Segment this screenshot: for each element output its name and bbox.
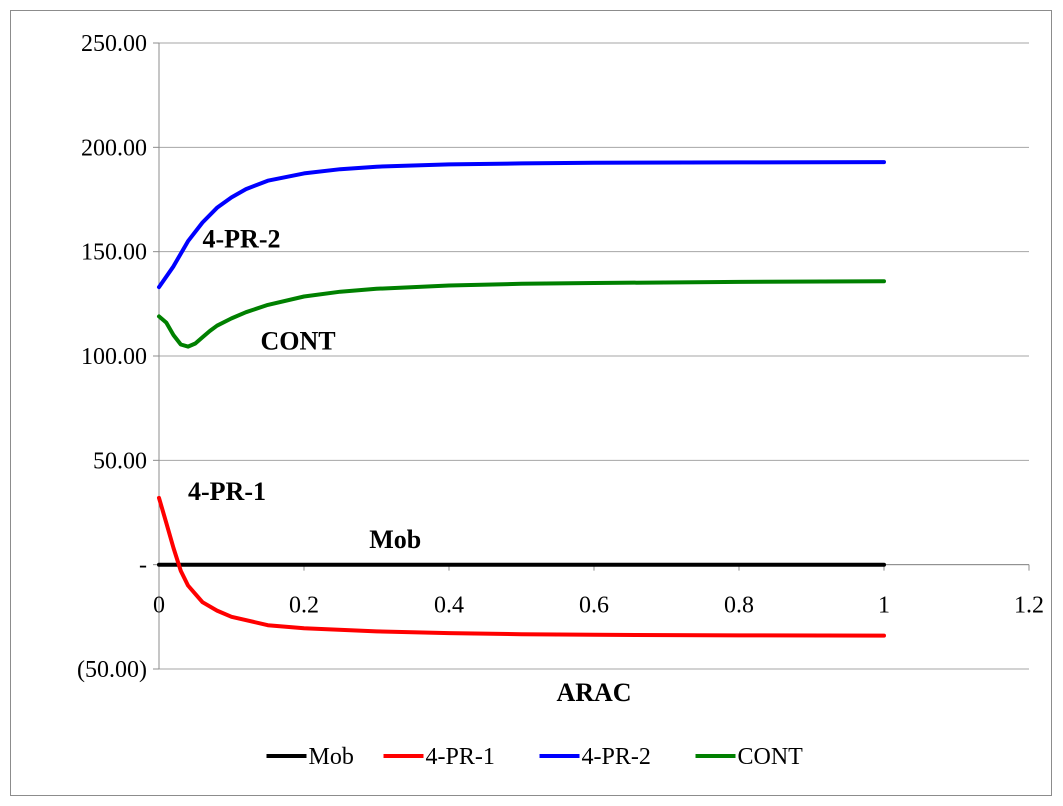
y-tick-labels: 250.00 200.00 150.00 100.00 50.00 - (50.00) (77, 31, 147, 683)
series-line-4-pr-2 (157, 160, 886, 290)
x-tick-label: 0.4 (434, 593, 464, 619)
annotation-label: 4-PR-1 (188, 477, 266, 506)
annotations: 4-PR-2 CONT 4-PR-1 Mob (188, 224, 421, 553)
x-tick-label: 0.2 (289, 593, 319, 619)
legend-label: CONT (738, 744, 804, 770)
x-axis-label: ARAC (556, 678, 631, 707)
annotation-label: CONT (261, 327, 336, 356)
x-tick-labels: 0 0.2 0.4 0.6 0.8 1 1.2 (153, 593, 1044, 619)
legend: Mob 4-PR-1 4-PR-2 CONT (266, 744, 804, 770)
annotation-label: Mob (369, 525, 421, 554)
y-tick-label: 150.00 (81, 240, 147, 266)
legend-label: Mob (309, 744, 354, 770)
series-line-4-pr-1 (157, 495, 886, 638)
x-tick-label: 1 (878, 593, 890, 619)
y-tick-label: (50.00) (77, 657, 147, 683)
legend-label: 4-PR-1 (426, 744, 495, 770)
x-tick-label: 0 (153, 593, 165, 619)
y-tick-label: 250.00 (81, 31, 147, 57)
legend-label: 4-PR-2 (582, 744, 651, 770)
series-line-cont (157, 279, 886, 349)
x-tick-label: 0.8 (724, 593, 754, 619)
series-lines (157, 160, 886, 638)
y-tick-label: 50.00 (93, 448, 147, 474)
y-tick-label: - (139, 553, 147, 579)
gridlines (159, 42, 1029, 670)
x-tick-label: 1.2 (1014, 593, 1044, 619)
y-tick-label: 100.00 (81, 344, 147, 370)
x-tick-label: 0.6 (579, 593, 609, 619)
y-tick-label: 200.00 (81, 135, 147, 161)
annotation-label: 4-PR-2 (203, 224, 281, 253)
